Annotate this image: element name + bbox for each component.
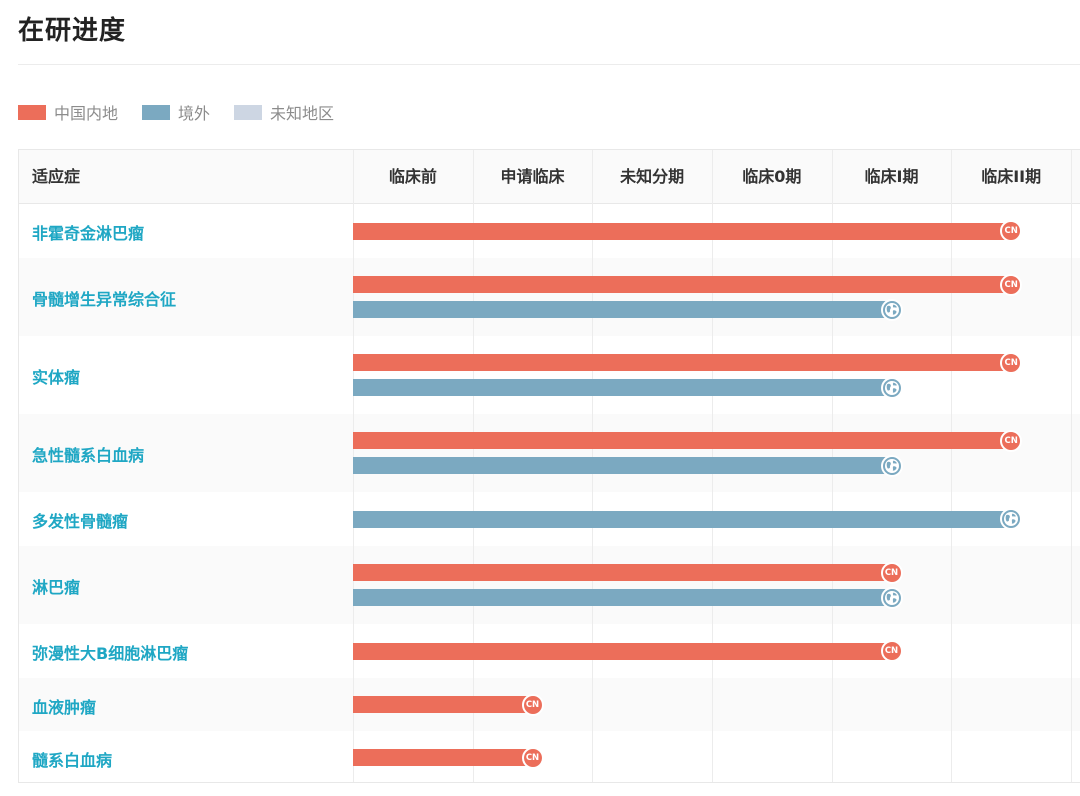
indication-link[interactable]: 髓系白血病	[32, 750, 113, 770]
bar-china[interactable]	[353, 564, 892, 581]
grid-line	[1071, 150, 1073, 782]
bar-china[interactable]	[353, 432, 1012, 449]
grid-line	[951, 150, 953, 782]
indication-link[interactable]: 急性髓系白血病	[32, 446, 145, 465]
legend-item-unknown[interactable]: 未知地区	[234, 100, 334, 124]
phase-header-4: 临床I期	[864, 167, 919, 186]
phase-header-5: 临床II期	[981, 167, 1042, 186]
table-row: 弥漫性大B细胞淋巴瘤	[19, 624, 1080, 678]
indication-link[interactable]: 多发性骨髓瘤	[32, 512, 129, 531]
bar-overseas[interactable]	[353, 379, 892, 396]
globe-icon	[1000, 508, 1023, 530]
phase-header-2: 未知分期	[620, 167, 685, 186]
bar-overseas[interactable]	[353, 301, 892, 318]
indication-link[interactable]: 非霍奇金淋巴瘤	[32, 224, 145, 243]
cn-badge-icon: CN	[880, 561, 903, 584]
globe-icon	[880, 298, 903, 321]
table-row: 急性髓系白血病	[19, 414, 1080, 492]
cn-badge-icon: CN	[880, 640, 903, 662]
indication-link[interactable]: 骨髓增生异常综合征	[32, 290, 177, 309]
title-divider	[18, 64, 1080, 65]
table-row: 非霍奇金淋巴瘤	[19, 204, 1080, 258]
cn-badge-icon: CN	[1000, 429, 1023, 452]
table-row: 实体瘤	[19, 336, 1080, 414]
indication-link[interactable]: 实体瘤	[32, 368, 81, 387]
table-row: 多发性骨髓瘤	[19, 492, 1080, 546]
page-title: 在研进度	[18, 16, 127, 46]
table-row: 血液肿瘤	[19, 678, 1080, 731]
bar-china[interactable]	[353, 749, 533, 766]
cn-badge-icon: CN	[521, 693, 544, 716]
cn-badge-icon: CN	[1000, 273, 1023, 296]
globe-icon	[880, 376, 903, 399]
cn-badge-icon: CN	[521, 746, 544, 769]
table-header: 适应症 临床前 申请临床 未知分期 临床0期 临床I期 临床II期	[19, 150, 1080, 204]
bar-china[interactable]	[353, 696, 533, 713]
legend: 中国内地 境外 未知地区	[18, 100, 358, 124]
legend-swatch-overseas	[142, 104, 171, 120]
table-row: 骨髓增生异常综合征	[19, 258, 1080, 336]
legend-label-unknown: 未知地区	[270, 104, 335, 123]
phase-header-1: 申请临床	[500, 167, 565, 186]
bar-china[interactable]	[353, 222, 1012, 240]
indication-link[interactable]: 血液肿瘤	[32, 697, 97, 717]
legend-swatch-unknown	[234, 104, 263, 120]
bar-china[interactable]	[353, 276, 1012, 293]
globe-icon	[880, 586, 903, 609]
legend-label-china: 中国内地	[54, 104, 119, 123]
bar-china[interactable]	[353, 642, 892, 660]
phase-header-3: 临床0期	[742, 167, 802, 186]
phase-header-0: 临床前	[388, 167, 437, 186]
cn-badge-icon: CN	[1000, 220, 1023, 242]
cn-badge-icon: CN	[1000, 351, 1023, 374]
bar-china[interactable]	[353, 354, 1012, 371]
legend-swatch-china	[18, 104, 46, 120]
table-row: 髓系白血病	[19, 731, 1080, 782]
indication-header: 适应症	[32, 167, 81, 186]
legend-item-china[interactable]: 中国内地	[18, 100, 118, 124]
pipeline-table: 适应症 临床前 申请临床 未知分期 临床0期 临床I期 临床II期 非霍奇金淋巴瘤骨髓增生…	[18, 149, 1080, 783]
indication-link[interactable]: 弥漫性大B细胞淋巴瘤	[32, 644, 189, 663]
bar-overseas[interactable]	[353, 457, 892, 474]
bar-overseas[interactable]	[353, 510, 1012, 528]
indication-link[interactable]: 淋巴瘤	[32, 578, 81, 597]
bar-overseas[interactable]	[353, 589, 892, 606]
legend-label-overseas: 境外	[178, 104, 211, 123]
legend-item-overseas[interactable]: 境外	[142, 100, 210, 124]
table-row: 淋巴瘤	[19, 546, 1080, 624]
globe-icon	[880, 454, 903, 477]
